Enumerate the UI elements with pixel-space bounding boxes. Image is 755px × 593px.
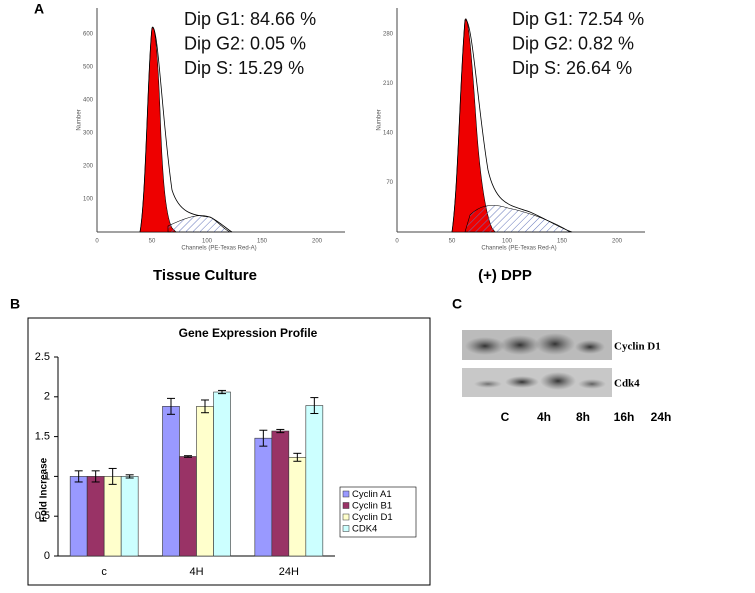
y-tick-label: 0.5 (35, 510, 50, 522)
panel-label: A (34, 1, 44, 17)
legend-label: Cyclin A1 (352, 489, 392, 500)
lane-label: C (501, 410, 510, 424)
caption: Tissue Culture (153, 267, 257, 284)
x-tick-label: 200 (612, 239, 623, 245)
y-tick-label: 600 (83, 32, 94, 38)
legend-swatch (342, 502, 350, 509)
bar (254, 437, 273, 557)
error-bar (167, 397, 175, 415)
y-tick-label: 210 (383, 81, 394, 87)
western-blot (462, 330, 612, 397)
y-tick-label: 2.5 (35, 351, 50, 363)
dip-stat: Dip S: 15.29 % (184, 58, 304, 78)
dip-stat: Dip G2: 0.82 % (512, 33, 634, 53)
y-tick-label: 280 (383, 32, 394, 38)
x-tick-label: 100 (502, 239, 513, 245)
legend-swatch (342, 490, 350, 498)
lane-label: 4h (537, 410, 551, 424)
dip-stat: Dip G1: 84.66 % (184, 9, 316, 29)
y-tick-label: 1.5 (35, 431, 50, 443)
dip-stat: Dip G2: 0.05 % (184, 33, 306, 53)
lane-label: 24h (651, 410, 672, 424)
y-tick-label: 70 (386, 180, 393, 186)
bar (162, 406, 180, 557)
bar (196, 406, 214, 557)
bar (69, 476, 88, 557)
caption: (+) DPP (478, 267, 532, 284)
y-tick-label: 400 (83, 98, 94, 104)
x-axis-label: Channels (PE-Texas Red-A) (481, 246, 556, 252)
y-tick-label: 100 (83, 197, 94, 203)
y-tick-label: 140 (383, 131, 394, 137)
x-tick-label: 150 (257, 239, 268, 245)
dip-stat: Dip S: 26.64 % (512, 58, 632, 78)
error-bar (91, 470, 100, 483)
dip-stat: Dip G1: 72.54 % (512, 9, 644, 29)
error-bar (108, 467, 117, 485)
legend-swatch (342, 513, 350, 521)
histogram-left (96, 8, 345, 233)
x-tick-label: c (101, 566, 107, 578)
x-tick-label: 50 (449, 239, 456, 245)
error-bar (293, 452, 302, 462)
error-bar (259, 429, 268, 447)
row-label: Cdk4 (614, 378, 640, 390)
x-tick-label: 200 (312, 239, 323, 245)
x-tick-label: 4H (189, 566, 203, 578)
error-bar (310, 397, 319, 415)
y-tick-label: 2 (44, 391, 50, 403)
x-tick-label: 0 (95, 239, 99, 245)
row-label: Cyclin D1 (614, 341, 661, 353)
x-tick-label: 50 (149, 239, 156, 245)
error-bar (276, 428, 285, 434)
legend-swatch (342, 525, 350, 532)
bar (213, 391, 231, 557)
legend-label: CDK4 (352, 524, 377, 535)
y-tick-label: 0 (44, 550, 50, 562)
histogram-right (396, 8, 645, 233)
y-axis-label: Number (377, 109, 383, 130)
bar (179, 456, 197, 557)
bar (103, 476, 122, 557)
error-bar (201, 399, 209, 414)
bar (305, 405, 324, 557)
x-axis-label: Channels (PE-Texas Red-A) (181, 246, 256, 252)
x-tick-label: 24H (279, 566, 299, 578)
bar (86, 476, 105, 557)
panel-label: C (452, 296, 462, 312)
error-bar (74, 470, 83, 483)
y-tick-label: 1 (44, 470, 50, 482)
y-tick-label: 200 (83, 164, 94, 170)
bar (288, 456, 307, 557)
lane-label: 8h (576, 410, 590, 424)
error-bar (218, 389, 226, 395)
y-tick-label: 500 (83, 65, 94, 71)
legend-box (339, 486, 417, 538)
legend-label: Cyclin B1 (352, 501, 392, 512)
y-axis-label: Fold Increase (39, 457, 50, 522)
x-tick-label: 150 (557, 239, 568, 245)
legend-label: Cyclin D1 (352, 512, 393, 523)
lane-label: 16h (614, 410, 635, 424)
y-tick-label: 300 (83, 131, 94, 137)
error-bar (184, 455, 192, 458)
bar (271, 430, 290, 557)
error-bar (125, 474, 134, 479)
x-tick-label: 100 (202, 239, 213, 245)
chart-title: Gene Expression Profile (179, 326, 318, 340)
bar (120, 476, 139, 557)
panel-label: B (10, 296, 20, 312)
x-tick-label: 0 (395, 239, 399, 245)
y-axis-label: Number (77, 109, 83, 130)
